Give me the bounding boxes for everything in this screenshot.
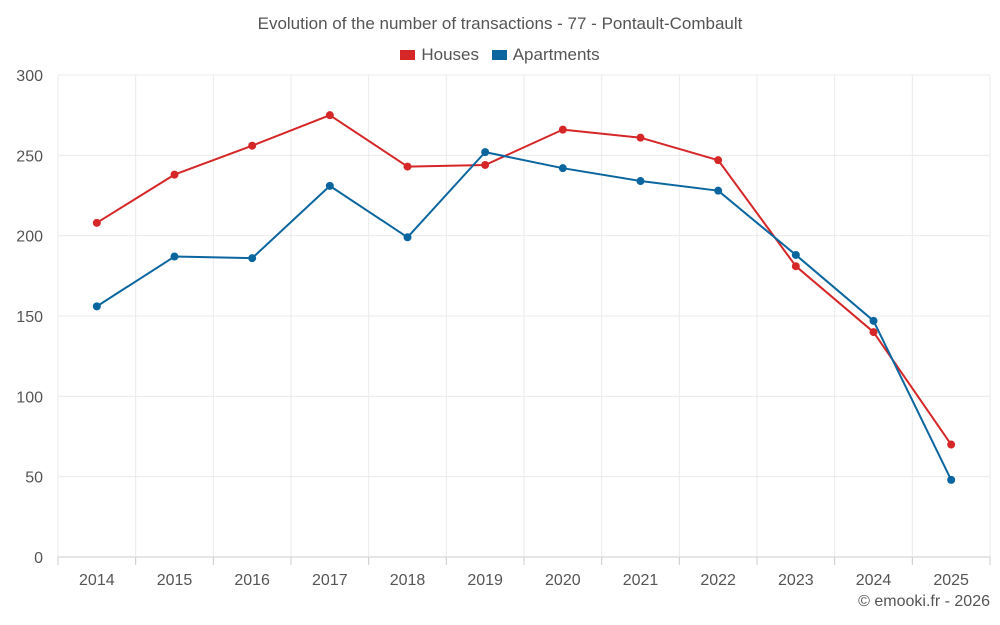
- x-tick-label-2015: 2015: [157, 572, 193, 589]
- x-tick-label-2018: 2018: [390, 572, 426, 589]
- data-point-houses-2025: [947, 440, 956, 449]
- data-point-houses-2018: [403, 162, 412, 171]
- data-point-apartments-2019: [481, 148, 490, 157]
- data-point-apartments-2017: [325, 181, 334, 190]
- legend-item-houses[interactable]: Houses: [400, 45, 479, 65]
- data-point-apartments-2022: [714, 186, 723, 195]
- legend-item-apartments[interactable]: Apartments: [491, 45, 600, 65]
- data-point-apartments-2015: [170, 252, 179, 261]
- x-tick-label-2022: 2022: [700, 572, 736, 589]
- data-point-houses-2015: [170, 170, 179, 179]
- data-point-houses-2017: [325, 111, 334, 120]
- legend-label-apartments: Apartments: [512, 45, 600, 64]
- y-tick-label-50: 50: [25, 470, 43, 487]
- x-tick-label-2020: 2020: [545, 572, 581, 589]
- data-point-houses-2023: [791, 262, 800, 271]
- chart-title: Evolution of the number of transactions …: [257, 14, 743, 33]
- y-tick-label-250: 250: [16, 148, 43, 165]
- data-point-apartments-2014: [92, 302, 101, 311]
- data-point-houses-2020: [558, 125, 567, 134]
- legend-label-houses: Houses: [421, 45, 479, 64]
- copyright-notice: © emooki.fr - 2026: [858, 593, 990, 610]
- x-tick-label-2014: 2014: [79, 572, 115, 589]
- y-tick-label-200: 200: [16, 229, 43, 246]
- data-point-houses-2024: [869, 328, 878, 337]
- data-point-houses-2021: [636, 133, 645, 142]
- series-line-apartments: [96, 151, 953, 481]
- x-tick-label-2017: 2017: [312, 572, 348, 589]
- y-tick-label-100: 100: [16, 389, 43, 406]
- y-tick-label-300: 300: [16, 68, 43, 85]
- legend-swatch-apartments: [491, 50, 507, 60]
- data-point-apartments-2020: [558, 164, 567, 173]
- x-tick-label-2016: 2016: [234, 572, 270, 589]
- data-point-apartments-2025: [947, 475, 956, 484]
- data-point-houses-2016: [248, 141, 257, 150]
- data-point-houses-2019: [481, 160, 490, 169]
- data-point-apartments-2023: [791, 250, 800, 259]
- series-line-houses: [96, 114, 952, 446]
- data-point-apartments-2016: [248, 254, 257, 263]
- legend-swatch-houses: [400, 50, 416, 60]
- data-point-houses-2022: [714, 156, 723, 165]
- legend: Houses Apartments: [0, 45, 1000, 65]
- data-point-apartments-2021: [636, 177, 645, 186]
- x-tick-label-2023: 2023: [778, 572, 814, 589]
- data-point-apartments-2024: [869, 316, 878, 325]
- x-tick-label-2021: 2021: [623, 572, 659, 589]
- x-tick-label-2019: 2019: [467, 572, 503, 589]
- x-tick-label-2024: 2024: [856, 572, 892, 589]
- y-tick-label-0: 0: [34, 550, 43, 567]
- data-point-houses-2014: [92, 218, 101, 227]
- y-tick-label-150: 150: [16, 309, 43, 326]
- data-point-apartments-2018: [403, 233, 412, 242]
- x-tick-label-2025: 2025: [933, 572, 969, 589]
